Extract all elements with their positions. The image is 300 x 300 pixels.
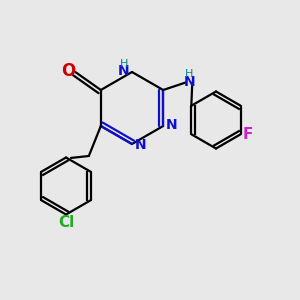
Text: O: O (61, 61, 76, 80)
Text: N: N (166, 118, 177, 132)
Text: F: F (243, 127, 253, 142)
Text: H: H (119, 58, 128, 69)
Text: H: H (185, 69, 194, 79)
Text: N: N (118, 64, 129, 78)
Text: Cl: Cl (58, 215, 74, 230)
Text: N: N (184, 75, 195, 88)
Text: N: N (135, 138, 146, 152)
